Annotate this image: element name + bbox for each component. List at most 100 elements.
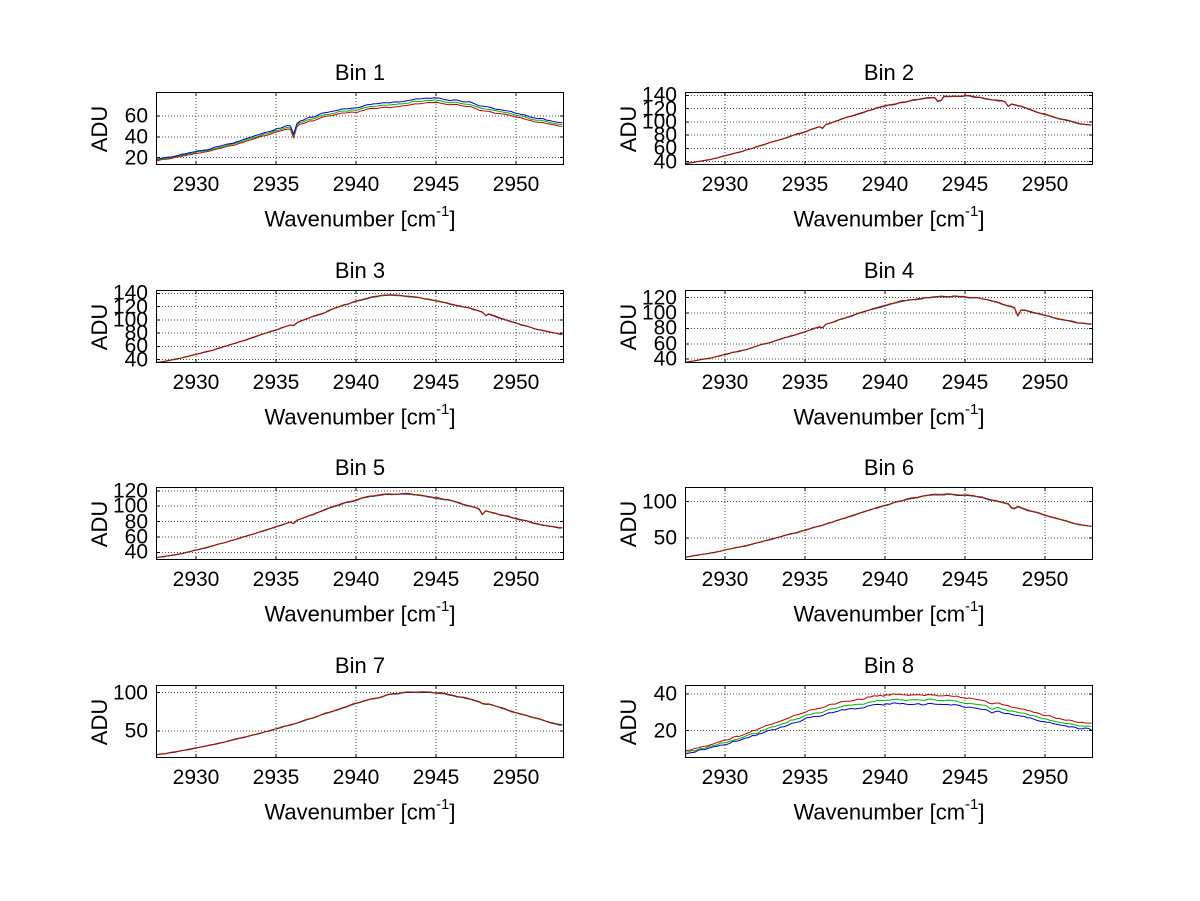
x-tick-label: 2930 (701, 568, 749, 591)
y-tick-label: 60 (653, 332, 677, 356)
plot-area-bin-2 (684, 92, 1093, 165)
x-axis-label-main: Wavenumber [cm (793, 404, 966, 430)
y-tick-label: 40 (124, 348, 148, 372)
x-tick-label: 2930 (172, 766, 220, 789)
x-tick-label: 2950 (1021, 173, 1069, 196)
x-tick-label: 2945 (941, 766, 989, 789)
curve-blue (684, 95, 1092, 165)
x-axis-label-sup: -1 (436, 796, 450, 813)
curve-red (684, 693, 1092, 752)
curve-red (155, 492, 563, 559)
axes-box (685, 290, 1093, 363)
x-tick-label: 2950 (492, 766, 540, 789)
y-tick-label: 40 (653, 347, 677, 371)
y-tick-label: 100 (641, 490, 677, 514)
x-axis-label: Wavenumber [cm-1] (793, 401, 985, 430)
x-tick-label: 2940 (332, 173, 380, 196)
y-tick-label: 100 (112, 681, 148, 705)
x-axis-label-main: Wavenumber [cm (264, 206, 437, 232)
axes-box (685, 92, 1093, 165)
x-tick-label: 2950 (492, 568, 540, 591)
x-tick-label: 2930 (701, 173, 749, 196)
y-tick-label: 80 (124, 510, 148, 534)
axes-box (156, 290, 564, 363)
x-axis-label-close: ] (449, 799, 456, 825)
x-tick-label: 2945 (412, 568, 460, 591)
x-tick-label: 2930 (172, 371, 220, 394)
x-axis-label-main: Wavenumber [cm (264, 601, 437, 627)
x-axis-label-close: ] (978, 799, 985, 825)
x-axis-label-main: Wavenumber [cm (793, 206, 966, 232)
y-tick-label: 100 (641, 110, 677, 134)
plot-area-bin-4 (684, 290, 1093, 363)
x-tick-label: 2945 (941, 371, 989, 394)
y-tick-label: 100 (112, 494, 148, 518)
x-tick-label: 2945 (941, 568, 989, 591)
y-tick-label: 100 (641, 301, 677, 325)
y-tick-label: 60 (124, 334, 148, 358)
x-tick-label: 2935 (252, 568, 300, 591)
curve-red (155, 691, 563, 756)
x-axis-label-close: ] (978, 404, 985, 430)
y-tick-label: 120 (112, 479, 148, 503)
plot-area-bin-3 (155, 290, 564, 363)
y-tick-label: 60 (653, 136, 677, 160)
x-axis-label-sup: -1 (965, 401, 979, 418)
x-tick-label: 2930 (701, 766, 749, 789)
y-tick-label: 120 (112, 295, 148, 319)
x-axis-label-sup: -1 (965, 796, 979, 813)
subplot-title: Bin 5 (334, 455, 386, 480)
curve-green (155, 691, 563, 756)
x-tick-label: 2945 (412, 766, 460, 789)
x-tick-label: 2940 (861, 371, 909, 394)
x-tick-label: 2935 (781, 766, 829, 789)
y-tick-label: 60 (124, 104, 148, 128)
y-tick-label: 40 (124, 540, 148, 564)
subplot-title: Bin 8 (863, 653, 915, 678)
curve-red (155, 102, 563, 162)
y-tick-label: 80 (653, 316, 677, 340)
subplot-title: Bin 1 (334, 60, 386, 85)
x-tick-label: 2940 (332, 766, 380, 789)
x-tick-label: 2930 (701, 371, 749, 394)
subplot-title: Bin 3 (334, 258, 386, 283)
x-tick-label: 2950 (1021, 568, 1069, 591)
curve-red (684, 493, 1092, 558)
x-axis-label-sup: -1 (436, 203, 450, 220)
axes-box (685, 487, 1093, 560)
x-axis-label: Wavenumber [cm-1] (793, 598, 984, 627)
x-tick-label: 2935 (252, 371, 300, 394)
y-tick-label: 80 (124, 321, 148, 345)
plot-area-bin-5 (155, 487, 564, 560)
curve-green (684, 698, 1092, 753)
curve-red (684, 94, 1092, 164)
y-tick-label: 140 (641, 83, 677, 107)
axes-box (156, 92, 564, 165)
x-axis-label-close: ] (449, 404, 456, 430)
y-tick-label: 20 (124, 146, 148, 170)
x-tick-label: 2935 (781, 371, 829, 394)
x-tick-label: 2930 (172, 568, 220, 591)
subplot-title: Bin 7 (334, 653, 386, 678)
axes-box (156, 685, 564, 758)
curve-red (155, 294, 563, 363)
subplot-title: Bin 2 (863, 60, 915, 85)
curve-blue (155, 294, 563, 363)
y-tick-label: 140 (112, 281, 148, 305)
curve-green (155, 99, 563, 161)
curve-blue (684, 295, 1092, 363)
axes-box (685, 685, 1093, 758)
x-axis-label: Wavenumber [cm-1] (264, 796, 456, 825)
x-tick-label: 2940 (861, 568, 909, 591)
curve-blue (155, 493, 563, 559)
x-tick-label: 2945 (941, 173, 989, 196)
x-tick-label: 2940 (861, 766, 909, 789)
x-axis-label: Wavenumber [cm-1] (264, 598, 455, 627)
x-axis-label-close: ] (978, 206, 985, 232)
x-axis-label: Wavenumber [cm-1] (793, 203, 985, 232)
subplot-title: Bin 6 (863, 455, 915, 480)
y-tick-label: 40 (653, 150, 677, 174)
x-tick-label: 2950 (1021, 766, 1069, 789)
x-axis-label: Wavenumber [cm-1] (264, 401, 456, 430)
plot-area-bin-6 (684, 487, 1093, 560)
